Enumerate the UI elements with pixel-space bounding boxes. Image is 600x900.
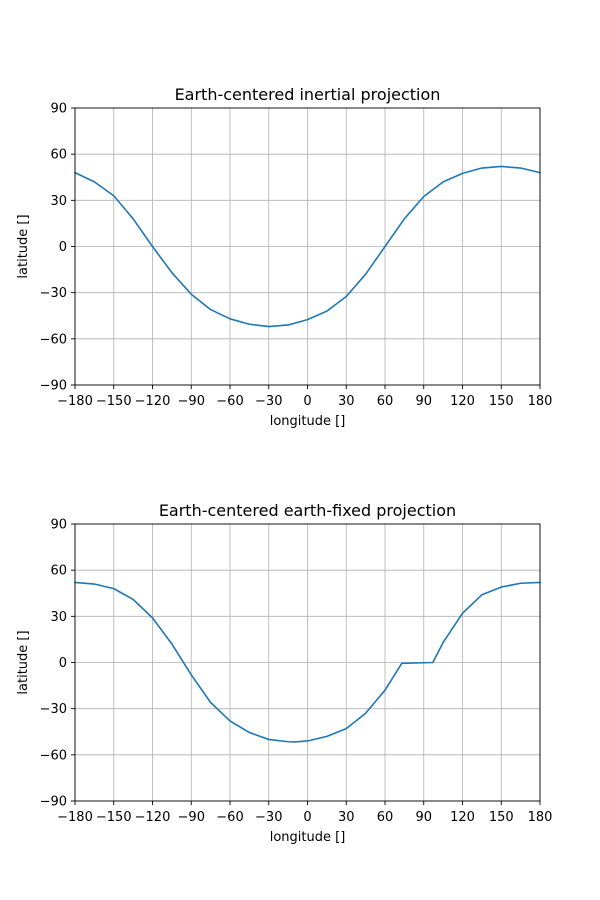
y-axis-label: latitude [] [16, 630, 31, 694]
x-tick-label: 150 [489, 810, 514, 825]
x-tick-label: −60 [216, 810, 243, 825]
y-tick-label: 30 [50, 610, 67, 625]
y-tick-label: 0 [59, 656, 67, 671]
y-tick-label: 0 [59, 240, 67, 255]
x-tick-label: 180 [528, 394, 553, 409]
x-tick-label: 180 [528, 810, 553, 825]
chart-earth-fixed: −180 −150 −120 −90 −60 −30 0 30 60 90 120 150 180 −90… [16, 501, 552, 845]
y-tick-label: −60 [40, 332, 67, 347]
y-tick-label: 60 [50, 564, 67, 579]
x-tick-label: 30 [338, 810, 355, 825]
series-line [74, 165, 541, 328]
x-tick-label: −30 [255, 394, 282, 409]
x-axis-label: longitude [] [270, 414, 346, 429]
y-tick-label: 90 [50, 102, 67, 117]
x-tick-label: −180 [57, 810, 93, 825]
x-tick-label: 90 [415, 810, 432, 825]
x-tick-label: −90 [178, 394, 205, 409]
chart-title: Earth-centered earth-fixed projection [159, 501, 456, 520]
x-tick-label: −150 [96, 810, 132, 825]
y-tick-label: 60 [50, 148, 67, 163]
x-axis-label: longitude [] [270, 830, 346, 845]
y-tick-label: −30 [40, 702, 67, 717]
series-line [74, 581, 541, 743]
x-tick-label: 150 [489, 394, 514, 409]
x-tick-label: 90 [415, 394, 432, 409]
x-tick-label: −60 [216, 394, 243, 409]
chart-inertial: −180 −150 −120 −90 −60 −30 0 30 60 90 120 150 180 −90… [16, 85, 552, 429]
y-axis-label: latitude [] [16, 214, 31, 278]
x-tick-label: 120 [450, 394, 475, 409]
y-tick-label: 30 [50, 194, 67, 209]
x-tick-label: 0 [303, 394, 311, 409]
y-tick-label: 90 [50, 518, 67, 533]
y-tick-label: −60 [40, 748, 67, 763]
x-tick-label: 60 [377, 394, 394, 409]
x-tick-label: −180 [57, 394, 93, 409]
x-tick-label: −150 [96, 394, 132, 409]
x-tick-label: 120 [450, 810, 475, 825]
chart-title: Earth-centered inertial projection [175, 85, 441, 104]
x-tick-label: −30 [255, 810, 282, 825]
x-tick-label: −90 [178, 810, 205, 825]
x-tick-label: −120 [135, 394, 171, 409]
x-tick-label: 0 [303, 810, 311, 825]
x-tick-label: 60 [377, 810, 394, 825]
x-tick-label: −120 [135, 810, 171, 825]
x-tick-label: 30 [338, 394, 355, 409]
y-tick-label: −90 [40, 795, 67, 810]
y-tick-label: −30 [40, 286, 67, 301]
y-tick-label: −90 [40, 379, 67, 394]
